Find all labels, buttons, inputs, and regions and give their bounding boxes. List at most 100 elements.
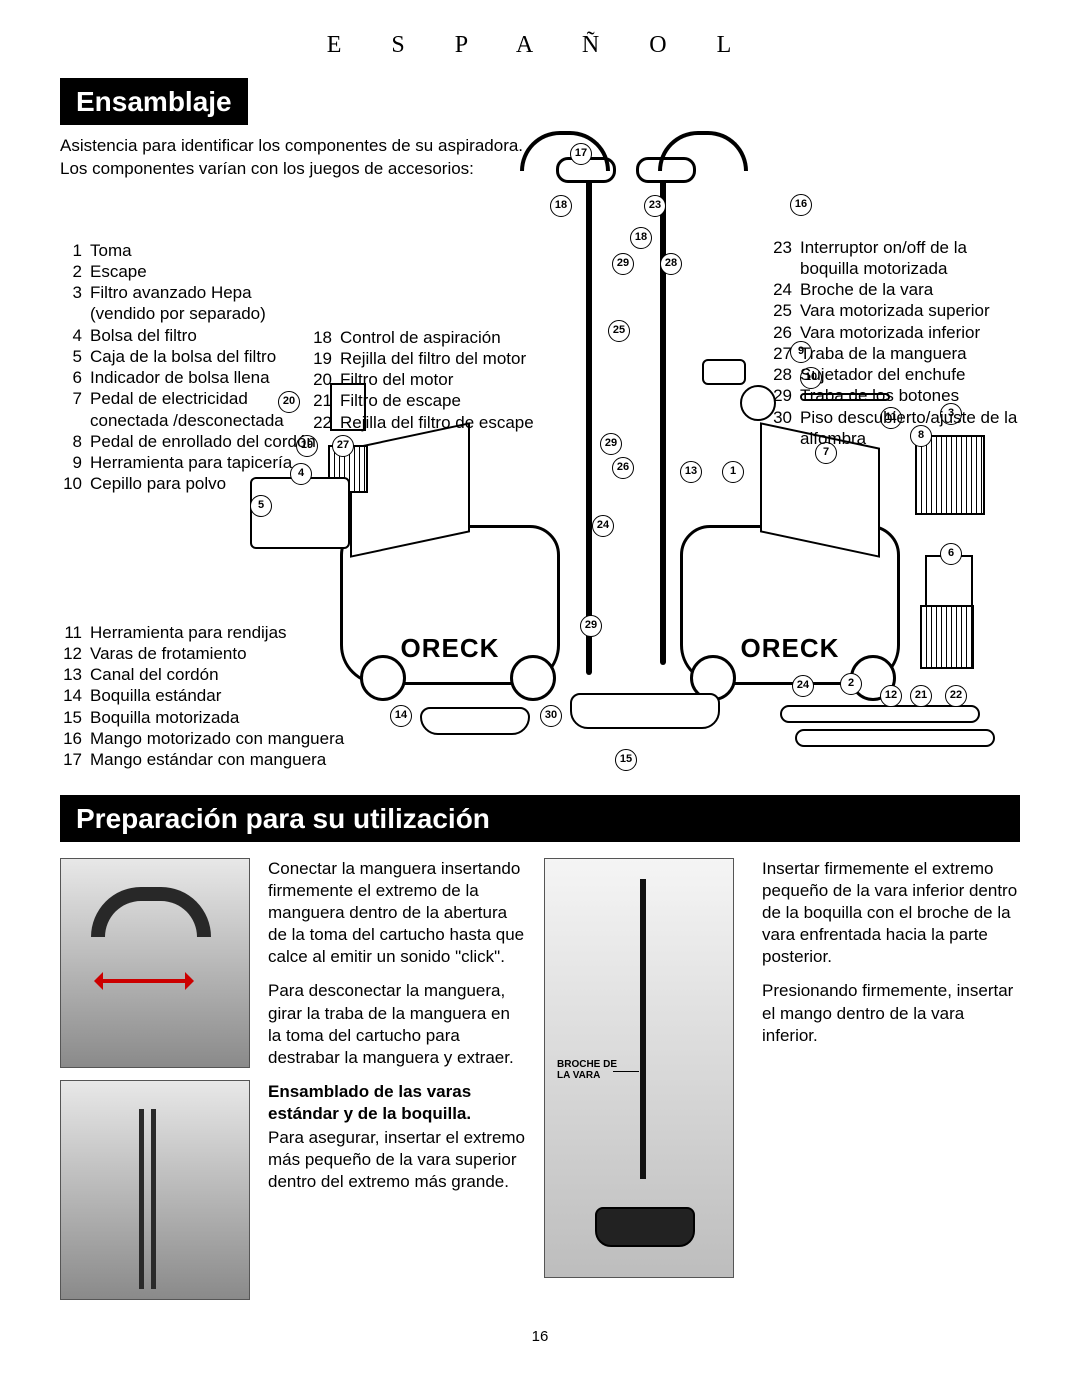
prep-paragraph: Insertar firmemente el extremo pequeño d… bbox=[762, 858, 1020, 968]
preparation-grid: Conectar la manguera insertando firmemen… bbox=[60, 858, 1020, 1300]
diagram-callout: 24 bbox=[592, 515, 614, 537]
part-label: Broche de la vara bbox=[800, 279, 933, 300]
standard-nozzle-icon bbox=[420, 707, 530, 735]
part-label: Vara motorizada superior bbox=[800, 300, 990, 321]
part-label: Traba de la manguera bbox=[800, 343, 967, 364]
parts-list-item: 15Boquilla motorizada bbox=[60, 707, 360, 728]
part-label: Indicador de bolsa llena bbox=[90, 367, 270, 388]
parts-list-item: 27Traba de la manguera bbox=[770, 343, 1020, 364]
photo-label-line: BROCHE DE bbox=[557, 1059, 617, 1070]
diagram-callout: 21 bbox=[910, 685, 932, 707]
parts-list-item: 25Vara motorizada superior bbox=[770, 300, 1020, 321]
part-number: 3 bbox=[60, 282, 82, 325]
parts-list-item: 29Traba de los botones bbox=[770, 385, 1020, 406]
part-label: Cepillo para polvo bbox=[90, 473, 226, 494]
parts-list-item: 30Piso descubierto/ajuste de la alfombra bbox=[770, 407, 1020, 450]
part-number: 11 bbox=[60, 622, 82, 643]
prep-paragraph: Presionando firmemente, insertar el mang… bbox=[762, 980, 1020, 1046]
prep-subheading: Ensamblado de las varas estándar y de la… bbox=[268, 1081, 526, 1125]
part-label: Mango estándar con manguera bbox=[90, 749, 326, 770]
assembly-section: Ensamblaje Asistencia para identificar l… bbox=[60, 78, 1020, 775]
diagram-callout: 29 bbox=[580, 615, 602, 637]
diagram-callout: 16 bbox=[790, 194, 812, 216]
part-number: 28 bbox=[770, 364, 792, 385]
diagram-callout: 12 bbox=[880, 685, 902, 707]
parts-list-item: 6Indicador de bolsa llena bbox=[60, 367, 320, 388]
diagram-callout: 18 bbox=[630, 227, 652, 249]
part-number: 22 bbox=[310, 412, 332, 433]
part-label: Herramienta para rendijas bbox=[90, 622, 287, 643]
parts-list-item: 26Vara motorizada inferior bbox=[770, 322, 1020, 343]
nozzle-icon bbox=[595, 1207, 695, 1247]
part-number: 4 bbox=[60, 325, 82, 346]
part-number: 21 bbox=[310, 390, 332, 411]
parts-list-item: 12 Varas de frotamiento bbox=[60, 643, 360, 664]
part-number: 20 bbox=[310, 369, 332, 390]
parts-list-c: 11 Herramienta para rendijas 12 Varas de fr… bbox=[60, 622, 360, 771]
photo-wand-nozzle: BROCHE DE LA VARA bbox=[544, 858, 734, 1278]
diagram-callout: 1 bbox=[722, 461, 744, 483]
part-label: Herramienta para tapicería bbox=[90, 452, 292, 473]
part-label: Vara motorizada inferior bbox=[800, 322, 980, 343]
parts-list-b: 18Control de aspiración19 Rejilla del fil… bbox=[310, 327, 560, 433]
part-number: 17 bbox=[60, 749, 82, 770]
page-number: 16 bbox=[60, 1328, 1020, 1347]
diagram-callout: 6 bbox=[940, 543, 962, 565]
wheel-icon bbox=[510, 655, 556, 701]
prep-photo-center: BROCHE DE LA VARA bbox=[544, 858, 744, 1300]
parts-list-item: 10 Cepillo para polvo bbox=[60, 473, 320, 494]
part-number: 5 bbox=[60, 346, 82, 367]
part-number: 1 bbox=[60, 240, 82, 261]
part-label: Boquilla motorizada bbox=[90, 707, 239, 728]
upholstery-tool-icon bbox=[702, 359, 746, 385]
wheel-icon bbox=[360, 655, 406, 701]
photo-wand-assembly bbox=[60, 1080, 250, 1300]
parts-list-d: 23Interruptor on/off de la boquilla moto… bbox=[770, 237, 1020, 450]
double-arrow-icon bbox=[99, 979, 189, 983]
diagram-callout: 27 bbox=[332, 435, 354, 457]
part-label: Filtro avanzado Hepa (vendido por separa… bbox=[90, 282, 320, 325]
parts-list-item: 3Filtro avanzado Hepa (vendido por separ… bbox=[60, 282, 320, 325]
part-number: 19 bbox=[310, 348, 332, 369]
diagram-callout: 14 bbox=[390, 705, 412, 727]
part-label: Sujetador del enchufe bbox=[800, 364, 965, 385]
parts-list-item: 5Caja de la bolsa del filtro bbox=[60, 346, 320, 367]
part-number: 8 bbox=[60, 431, 82, 452]
parts-list-item: 2Escape bbox=[60, 261, 320, 282]
wand-icon bbox=[139, 1109, 144, 1289]
prep-text-left: Conectar la manguera insertando firmemen… bbox=[268, 858, 526, 1300]
parts-list-item: 17 Mango estándar con manguera bbox=[60, 749, 360, 770]
parts-list-item: 24Broche de la vara bbox=[770, 279, 1020, 300]
parts-list-item: 14Boquilla estándar bbox=[60, 685, 360, 706]
part-number: 30 bbox=[770, 407, 792, 450]
diagram-callout: 29 bbox=[612, 253, 634, 275]
part-number: 10 bbox=[60, 473, 82, 494]
part-number: 12 bbox=[60, 643, 82, 664]
part-label: Escape bbox=[90, 261, 147, 282]
part-label: Varas de frotamiento bbox=[90, 643, 247, 664]
part-number: 13 bbox=[60, 664, 82, 685]
parts-list-item: 21 Filtro de escape bbox=[310, 390, 560, 411]
wand-icon bbox=[640, 879, 646, 1179]
part-label: Pedal de enrollado del cordón bbox=[90, 431, 316, 452]
photo-hose-insert bbox=[60, 858, 250, 1068]
preparation-section: Preparación para su utilización Conectar… bbox=[60, 795, 1020, 1300]
section-title-assembly: Ensamblaje bbox=[60, 78, 248, 125]
diagram-callout: 18 bbox=[550, 195, 572, 217]
part-number: 7 bbox=[60, 388, 82, 431]
hose-icon bbox=[91, 887, 211, 937]
parts-list-item: 9Herramienta para tapicería bbox=[60, 452, 320, 473]
wand-right bbox=[660, 175, 666, 665]
part-label: Pedal de electricidad conectada /descone… bbox=[90, 388, 320, 431]
part-label: Piso descubierto/ajuste de la alfombra bbox=[800, 407, 1020, 450]
parts-list-item: 8 Pedal de enrollado del cordón bbox=[60, 431, 320, 452]
part-label: Filtro de escape bbox=[340, 390, 461, 411]
section-title-preparation: Preparación para su utilización bbox=[60, 795, 1020, 842]
prep-paragraph: Para asegurar, insertar el extremo más p… bbox=[268, 1127, 526, 1193]
parts-list-item: 18Control de aspiración bbox=[310, 327, 560, 348]
power-nozzle-icon bbox=[570, 693, 720, 729]
parts-list-item: 11 Herramienta para rendijas bbox=[60, 622, 360, 643]
diagram-callout: 24 bbox=[792, 675, 814, 697]
part-label: Rejilla del filtro del motor bbox=[340, 348, 526, 369]
part-label: Bolsa del filtro bbox=[90, 325, 197, 346]
